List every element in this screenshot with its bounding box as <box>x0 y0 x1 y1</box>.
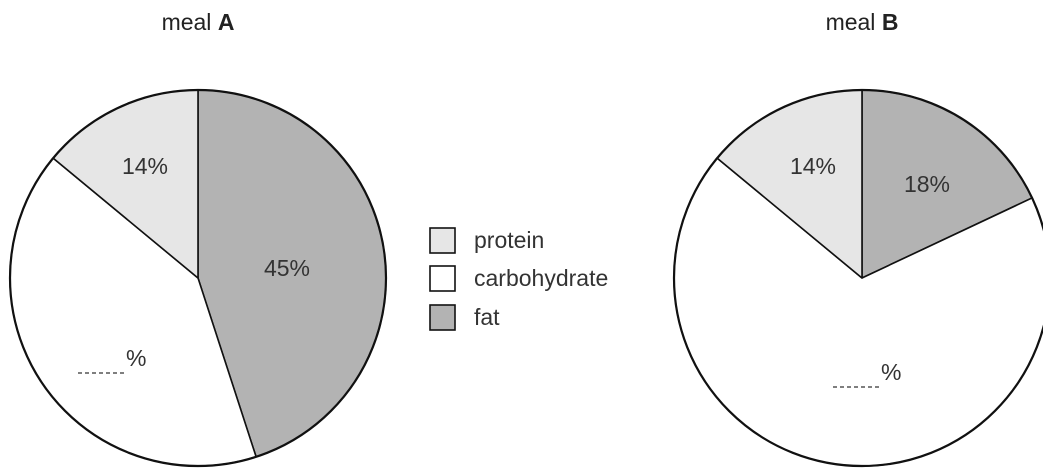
legend-swatch-protein <box>429 227 456 254</box>
meal-a-carbohydrate-label: % <box>126 345 146 371</box>
meal-a-title-text: meal <box>162 9 212 35</box>
meal-a-title: meal A <box>162 9 235 35</box>
meal-a-protein-label: 14% <box>122 153 168 179</box>
meal-b-protein-label: 14% <box>790 153 836 179</box>
meal-a-title-letter: A <box>218 9 235 35</box>
legend-swatch-carbohydrate <box>429 265 456 292</box>
legend-label-carbohydrate: carbohydrate <box>474 265 608 291</box>
legend: protein carbohydrate fat <box>429 227 608 331</box>
meal-a-pie-outline <box>8 88 388 468</box>
legend-label-protein: protein <box>474 227 544 253</box>
meal-a-pie <box>8 88 388 468</box>
legend-swatch-fat <box>429 304 456 331</box>
meal-b-fat-label: 18% <box>904 171 950 197</box>
meal-b-pie <box>672 88 1043 468</box>
meal-b-title-text: meal <box>826 9 876 35</box>
legend-label-fat: fat <box>474 304 500 330</box>
meal-b-pie-outline <box>672 88 1043 468</box>
meal-b-title-letter: B <box>882 9 899 35</box>
meal-a-fat-label: 45% <box>264 255 310 281</box>
meal-b-title: meal B <box>826 9 899 35</box>
meal-b-carbohydrate-label: % <box>881 359 901 385</box>
